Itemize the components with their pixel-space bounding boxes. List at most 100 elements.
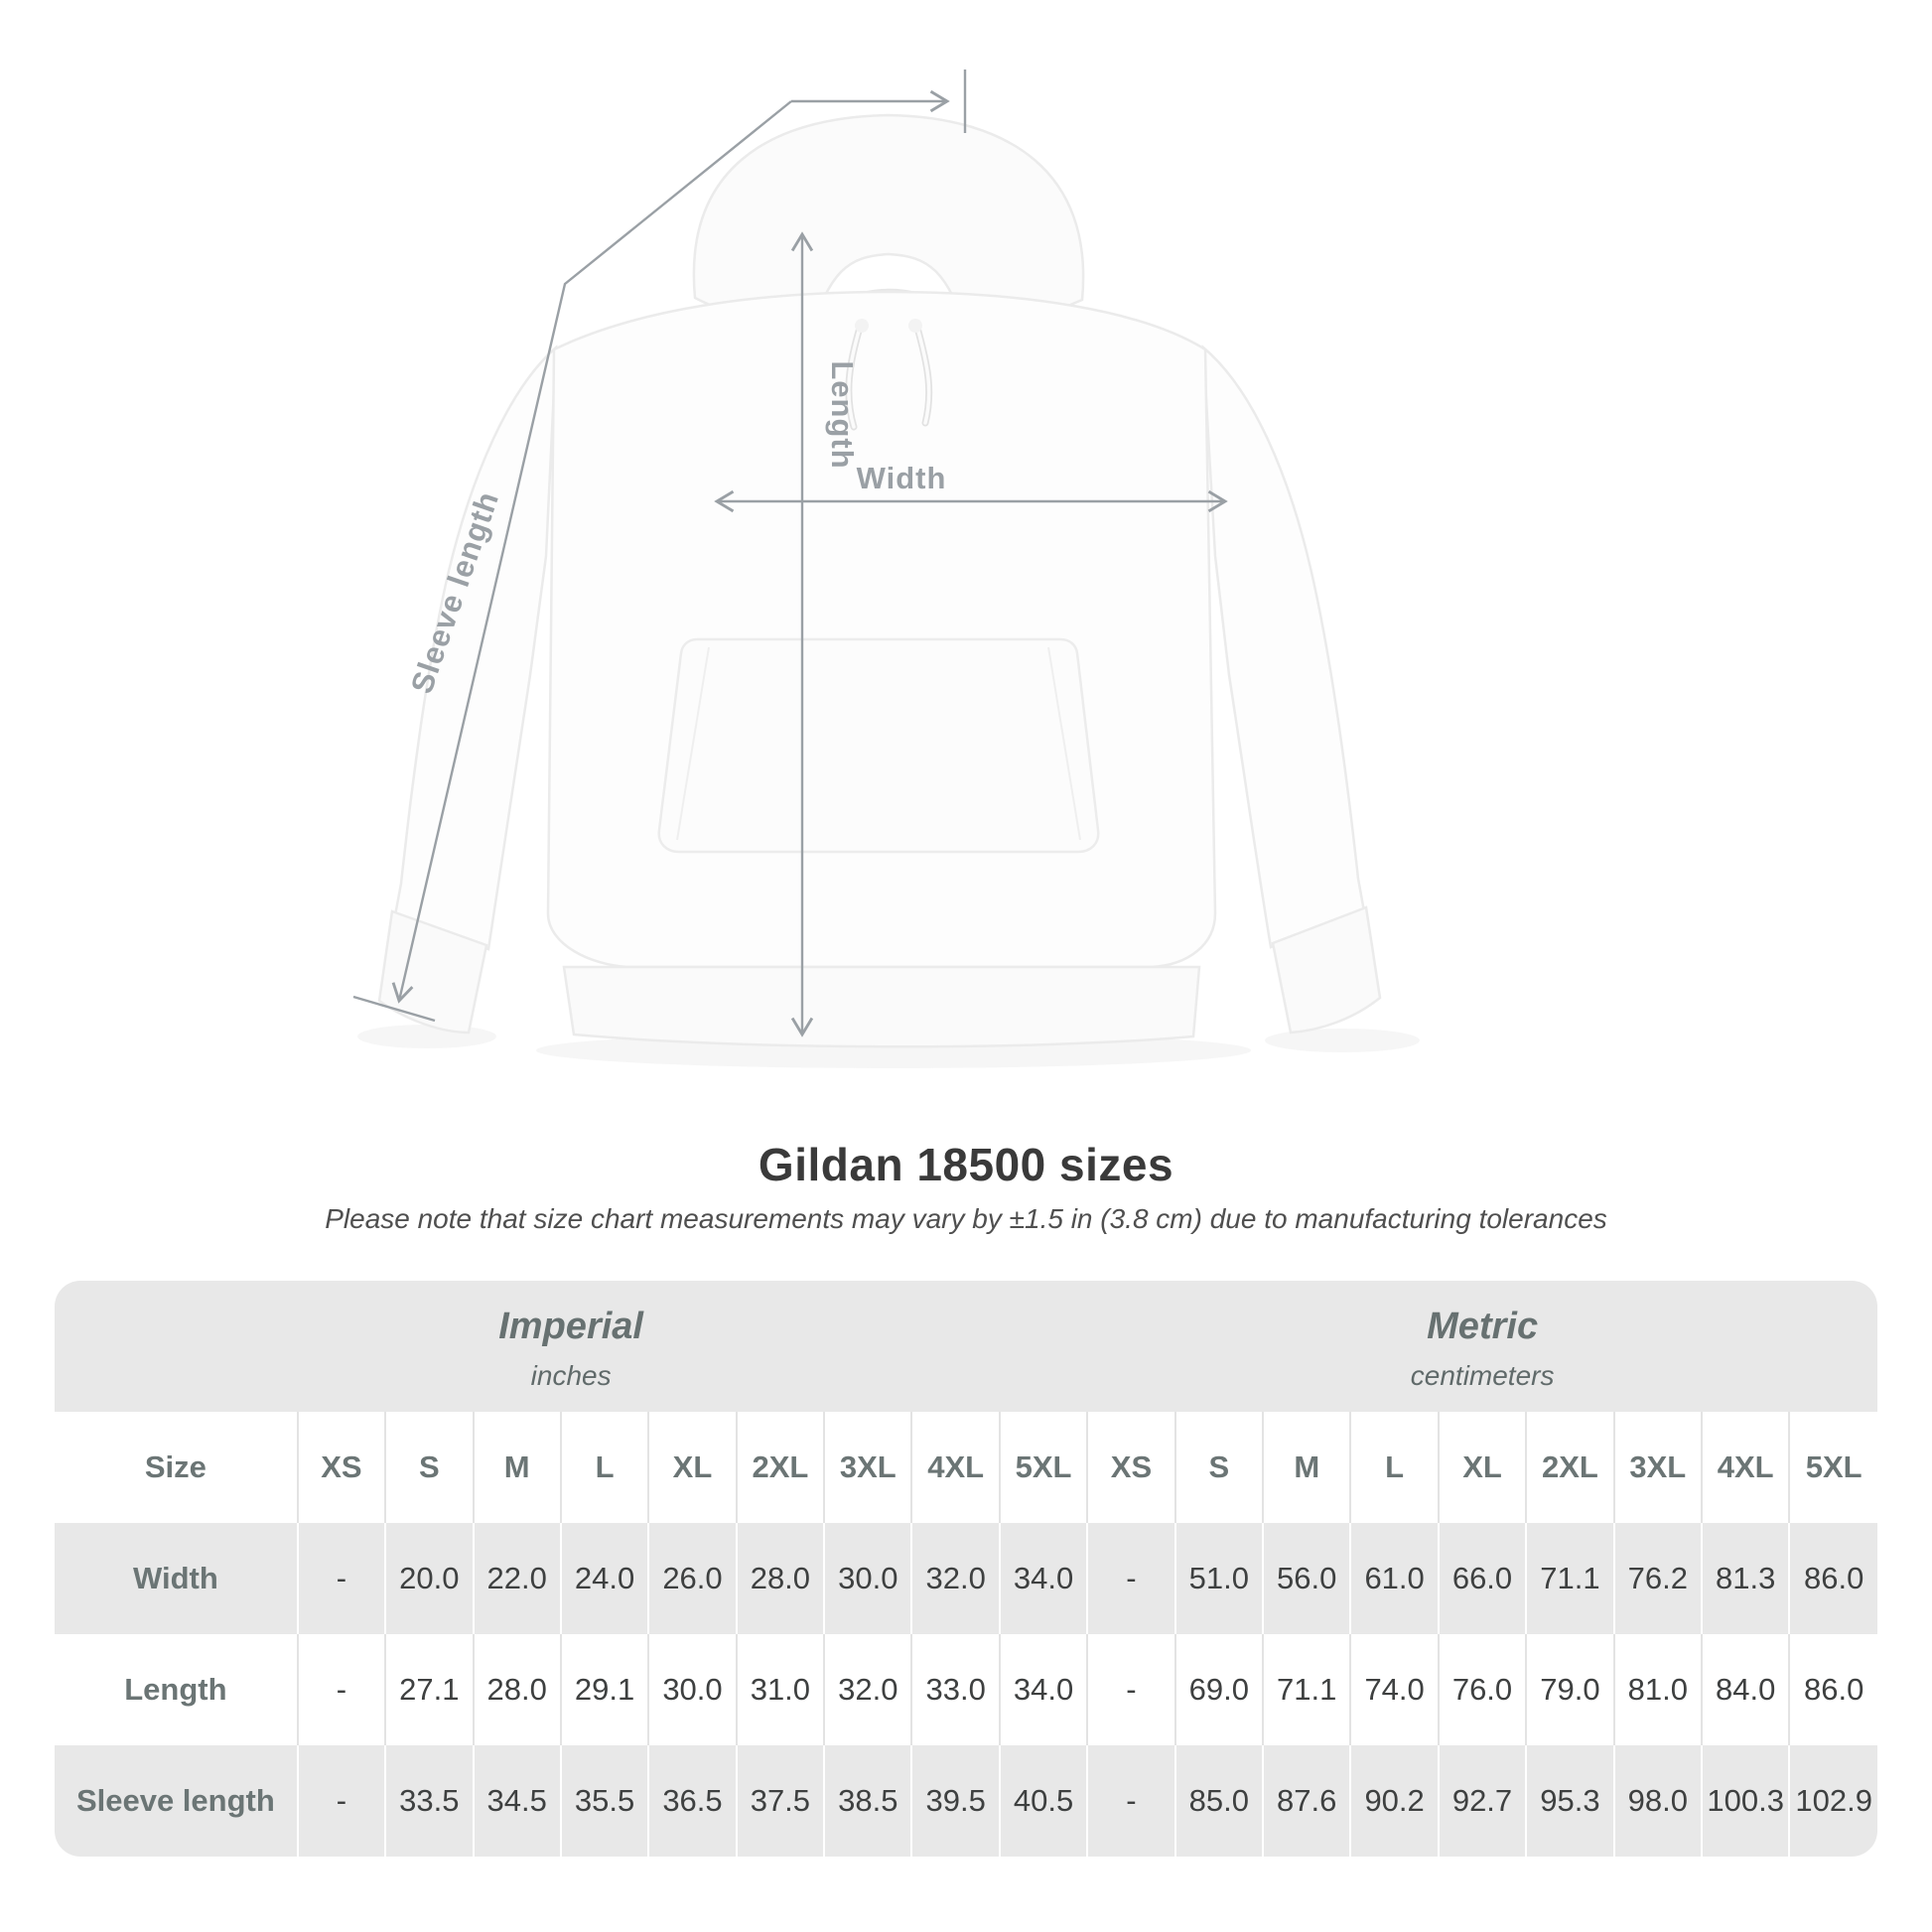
size-value: 81.3	[1700, 1523, 1790, 1634]
size-value: 90.2	[1349, 1745, 1439, 1857]
size-value: 85.0	[1173, 1745, 1264, 1857]
size-chart-page: Length Width Sleeve length Gildan 18500 …	[0, 69, 1932, 1857]
pocket-left-seam	[676, 646, 710, 841]
size-value: 71.1	[1525, 1523, 1614, 1634]
kangaroo-pocket	[657, 637, 1100, 854]
size-value: -	[1086, 1745, 1175, 1857]
hem-band	[562, 965, 1201, 1048]
page-title: Gildan 18500 sizes	[758, 1139, 1174, 1190]
size-value: 28.0	[735, 1523, 825, 1634]
size-column-header: L	[1349, 1412, 1439, 1523]
size-value: 33.0	[910, 1634, 1000, 1745]
left-drawstring-highlight	[847, 326, 862, 429]
row-label: Sleeve length	[55, 1745, 298, 1857]
title-block: Gildan 18500 sizes Please note that size…	[0, 1138, 1932, 1235]
size-value: -	[296, 1634, 386, 1745]
size-value: 32.0	[823, 1634, 912, 1745]
size-value: 37.5	[735, 1745, 825, 1857]
size-value: 35.5	[559, 1745, 649, 1857]
size-column-header: 5XL	[998, 1412, 1088, 1523]
size-header-cell: Size	[55, 1412, 298, 1523]
size-value: 32.0	[910, 1523, 1000, 1634]
size-value: 98.0	[1612, 1745, 1702, 1857]
row-label: Width	[55, 1523, 298, 1634]
imperial-group-unit: inches	[530, 1360, 612, 1391]
right-cuff	[1271, 905, 1382, 1035]
right-cuff-shadow	[1265, 1029, 1420, 1052]
size-value: 61.0	[1349, 1523, 1439, 1634]
size-value: 30.0	[823, 1523, 912, 1634]
size-value: 36.5	[647, 1745, 737, 1857]
size-value: 33.5	[384, 1745, 474, 1857]
metric-group-header: Metric centimeters	[1087, 1281, 1877, 1412]
size-value: 86.0	[1788, 1523, 1877, 1634]
metric-group-unit: centimeters	[1410, 1360, 1555, 1391]
table-row-sleeve-length: Sleeve length - 33.5 34.5 35.5 36.5 37.5…	[55, 1745, 1877, 1857]
metric-group-name: Metric	[1427, 1306, 1539, 1347]
size-value: 40.5	[998, 1745, 1088, 1857]
imperial-group-header: Imperial inches	[55, 1281, 1088, 1412]
size-column-header: 5XL	[1788, 1412, 1877, 1523]
size-value: 84.0	[1700, 1634, 1790, 1745]
size-value: 66.0	[1437, 1523, 1527, 1634]
width-label: Width	[857, 461, 947, 495]
size-value: 22.0	[472, 1523, 561, 1634]
size-value: 71.1	[1262, 1634, 1351, 1745]
size-table-container: Imperial inches Metric centimeters Size …	[55, 1281, 1877, 1857]
tolerance-note: Please note that size chart measurements…	[325, 1203, 1607, 1234]
size-value: 28.0	[472, 1634, 561, 1745]
hoodie-diagram-svg: Length Width Sleeve length	[352, 69, 1420, 1068]
table-row-width: Width - 20.0 22.0 24.0 26.0 28.0 30.0 32…	[55, 1523, 1877, 1634]
product-measurement-figure: Length Width Sleeve length	[352, 69, 1420, 1068]
table-row-length: Length - 27.1 28.0 29.1 30.0 31.0 32.0 3…	[55, 1634, 1877, 1745]
size-value: 87.6	[1262, 1745, 1351, 1857]
drawstring-knot-right	[908, 319, 922, 333]
size-value: 79.0	[1525, 1634, 1614, 1745]
size-column-header: M	[472, 1412, 561, 1523]
size-column-header: 4XL	[910, 1412, 1000, 1523]
length-label: Length	[825, 360, 860, 469]
size-value: 95.3	[1525, 1745, 1614, 1857]
unit-group-row: Imperial inches Metric centimeters	[55, 1281, 1877, 1412]
size-value: 69.0	[1173, 1634, 1264, 1745]
drawstring-knot-left	[855, 319, 869, 333]
size-value: 26.0	[647, 1523, 737, 1634]
size-value: 31.0	[735, 1634, 825, 1745]
size-column-header: XL	[1437, 1412, 1527, 1523]
size-value: -	[1086, 1634, 1175, 1745]
hoodie-illustration	[357, 113, 1420, 1068]
size-value: 39.5	[910, 1745, 1000, 1857]
size-value: 74.0	[1349, 1634, 1439, 1745]
size-value: 86.0	[1788, 1634, 1877, 1745]
sleeve-measure-line	[391, 100, 792, 1004]
size-value: 76.2	[1612, 1523, 1702, 1634]
size-value: 20.0	[384, 1523, 474, 1634]
size-value: 51.0	[1173, 1523, 1264, 1634]
size-value: 56.0	[1262, 1523, 1351, 1634]
size-value: 76.0	[1437, 1634, 1527, 1745]
size-column-header: XL	[647, 1412, 737, 1523]
size-column-header: 2XL	[735, 1412, 825, 1523]
size-value: -	[296, 1745, 386, 1857]
imperial-group-name: Imperial	[498, 1306, 643, 1347]
size-value: 102.9	[1788, 1745, 1877, 1857]
size-value: 30.0	[647, 1634, 737, 1745]
size-value: 34.0	[998, 1523, 1088, 1634]
size-table: Imperial inches Metric centimeters Size …	[55, 1281, 1877, 1857]
size-column-header: L	[559, 1412, 649, 1523]
size-value: 24.0	[559, 1523, 649, 1634]
size-column-header: 3XL	[823, 1412, 912, 1523]
size-column-header: S	[1173, 1412, 1264, 1523]
size-column-header: 3XL	[1612, 1412, 1702, 1523]
measurement-annotations	[352, 69, 1228, 1037]
size-value: 34.0	[998, 1634, 1088, 1745]
size-value: 92.7	[1437, 1745, 1527, 1857]
right-sleeve	[1201, 345, 1366, 949]
row-label: Length	[55, 1634, 298, 1745]
size-column-header: XS	[296, 1412, 386, 1523]
size-value: 100.3	[1700, 1745, 1790, 1857]
sleeve-end-tick	[352, 995, 436, 1023]
size-value: -	[296, 1523, 386, 1634]
size-header-row: Size XS S M L XL 2XL 3XL 4XL 5XL XS S M …	[55, 1412, 1877, 1523]
size-column-header: S	[384, 1412, 474, 1523]
